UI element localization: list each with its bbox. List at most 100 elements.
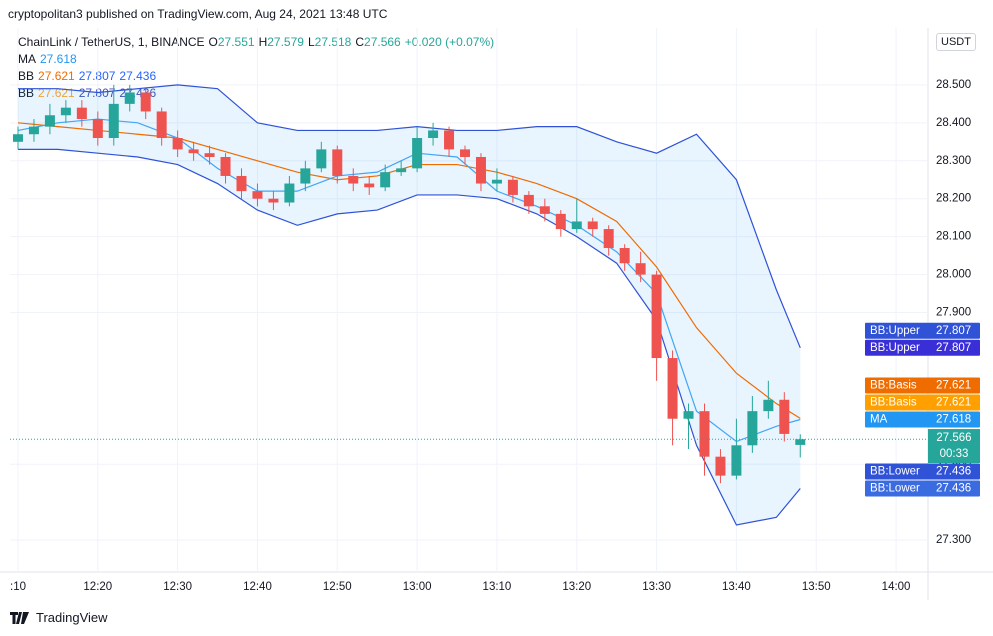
candle-body — [683, 411, 694, 419]
candle-body — [603, 229, 614, 249]
chart: 27.30027.50027.90028.00028.10028.20028.3… — [0, 28, 993, 600]
indicator-line — [17, 148, 801, 526]
candle-body — [539, 206, 550, 214]
y-tick-label: 27.900 — [936, 307, 971, 319]
y-tick-label: 28.300 — [936, 155, 971, 167]
x-tick-label: 14:00 — [882, 581, 911, 593]
candle-body — [156, 111, 167, 139]
candle-body — [316, 149, 327, 169]
currency-button[interactable]: USDT — [936, 33, 976, 51]
price-label-value: 27.618 — [936, 414, 971, 426]
candle-body — [795, 439, 806, 445]
price-label-value: 27.807 — [936, 342, 971, 354]
symbol: ChainLink / TetherUS, 1, BINANCE — [18, 35, 205, 49]
x-tick-label: 13:40 — [722, 581, 751, 593]
x-tick-label: 12:50 — [323, 581, 352, 593]
candle-body — [635, 263, 646, 275]
candle-body — [747, 411, 758, 446]
price-label-bg — [865, 411, 980, 428]
indicator-value: 27.618 — [40, 52, 77, 66]
candle-body — [76, 107, 87, 120]
candle-body — [491, 179, 502, 184]
ohlc-label: L — [307, 35, 315, 49]
price-label-bg — [865, 480, 980, 497]
y-tick-label: 28.000 — [936, 269, 971, 281]
ohlc-label: H — [258, 35, 268, 49]
x-tick-label: :10 — [10, 581, 26, 593]
price-label-value: 27.621 — [936, 397, 971, 409]
legend: ChainLink / TetherUS, 1, BINANCE O27.551 H… — [18, 34, 498, 102]
price-label-bg — [865, 339, 980, 356]
indicator-name: BB — [18, 69, 35, 83]
candle-body — [348, 175, 359, 184]
legend-row: MA 27.618 — [18, 51, 498, 68]
candle-body — [268, 198, 279, 203]
price-label-name: BB:Basis — [870, 380, 917, 392]
candle-body — [587, 221, 598, 230]
price-label-name: BB:Lower — [870, 483, 920, 495]
candle-body — [236, 175, 247, 192]
price-label-bg — [865, 377, 980, 394]
candle-body — [763, 399, 774, 412]
ohlc-value: 27.518 — [314, 35, 352, 49]
y-tick-label: 28.100 — [936, 231, 971, 243]
candle-body — [300, 168, 311, 184]
candle-body — [619, 248, 630, 264]
candle-body — [140, 92, 151, 112]
indicator-line — [17, 84, 801, 349]
price-label-bg — [865, 463, 980, 480]
candle-body — [60, 107, 71, 116]
ohlc-value: 27.579 — [267, 35, 304, 49]
x-tick-label: 13:00 — [403, 581, 432, 593]
candle-body — [204, 153, 215, 157]
candle-body — [12, 134, 23, 142]
price-label-name: MA — [870, 414, 888, 426]
indicator-value: 27.621 — [38, 69, 75, 83]
candle-body — [651, 274, 662, 359]
candle-body — [507, 179, 518, 195]
price-label-value: 27.436 — [936, 483, 971, 495]
y-tick-label: 28.400 — [936, 117, 971, 129]
change: +0.020 (+0.07%) — [404, 35, 495, 49]
candle-body — [444, 130, 455, 150]
publish-note: cryptopolitan3 published on TradingView.… — [8, 7, 388, 21]
countdown: 00:33 — [940, 448, 969, 460]
candle-body — [412, 138, 423, 169]
indicator-name: BB — [18, 86, 34, 100]
price-label-bg — [865, 394, 980, 411]
price-label-name: BB:Upper — [870, 325, 920, 337]
ohlc-value: 27.566 — [364, 35, 401, 49]
x-tick-label: 13:30 — [642, 581, 671, 593]
candle-body — [460, 149, 471, 157]
candle-body — [284, 183, 295, 203]
candle-body — [252, 191, 263, 199]
price-label-value: 27.621 — [936, 380, 971, 392]
x-tick-label: 13:50 — [802, 581, 831, 593]
candle-body — [667, 358, 678, 419]
last-price-box — [928, 429, 980, 464]
candle-body — [124, 92, 135, 104]
candle-body — [523, 194, 534, 207]
indicator-value: 27.436 — [119, 69, 157, 83]
candle-body — [188, 149, 199, 154]
brand: TradingView — [36, 610, 108, 625]
x-tick-label: 12:20 — [83, 581, 112, 593]
legend-row: ChainLink / TetherUS, 1, BINANCE O27.551 H… — [18, 34, 498, 51]
price-label-value: 27.436 — [936, 466, 971, 478]
candle-body — [28, 126, 39, 135]
ohlc-label: O — [208, 35, 218, 49]
x-tick-label: 13:10 — [483, 581, 512, 593]
logo — [10, 611, 29, 624]
candle-body — [92, 119, 103, 139]
indicator-value: 27.807 — [78, 69, 116, 83]
candle-body — [715, 456, 726, 476]
price-label-value: 27.807 — [936, 325, 971, 337]
candle-body — [779, 399, 790, 434]
last-price: 27.566 — [936, 432, 971, 444]
footer: TradingView — [10, 610, 108, 625]
x-tick-label: 12:30 — [163, 581, 192, 593]
y-tick-label: 27.300 — [936, 534, 971, 546]
ohlc-value: 27.551 — [217, 35, 255, 49]
